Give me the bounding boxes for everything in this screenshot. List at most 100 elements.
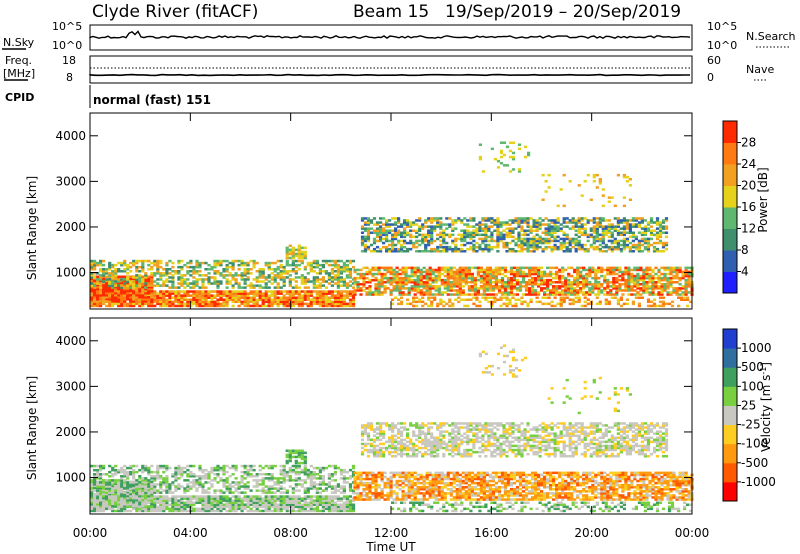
heatmap-cell: [279, 290, 283, 293]
heatmap-cell: [583, 296, 587, 299]
heatmap-cell: [291, 270, 295, 273]
heatmap-cell: [660, 285, 664, 288]
heatmap-cell: [588, 272, 592, 276]
heatmap-cell: [579, 274, 583, 278]
heatmap-cell: [446, 293, 450, 296]
heatmap-cell: [102, 289, 106, 293]
heatmap-cell: [580, 223, 584, 226]
heatmap-cell: [210, 501, 214, 504]
heatmap-cell: [225, 280, 229, 283]
heatmap-cell: [517, 243, 521, 247]
heatmap-cell: [637, 221, 641, 224]
heatmap-cell: [625, 237, 629, 241]
heatmap-cell: [499, 296, 503, 299]
heatmap-cell: [509, 293, 514, 296]
heatmap-cell: [571, 225, 575, 228]
heatmap-cell: [234, 499, 238, 502]
heatmap-cell: [687, 276, 691, 280]
heatmap-cell: [249, 509, 253, 513]
heatmap-cell: [547, 173, 551, 177]
heatmap-cell: [246, 284, 250, 287]
heatmap-cell: [398, 289, 402, 292]
heatmap-cell: [365, 293, 369, 296]
heatmap-cell: [413, 293, 417, 296]
heatmap-cell: [419, 291, 423, 294]
heatmap-cell: [660, 291, 664, 294]
heatmap-cell: [342, 263, 346, 267]
heatmap-cell: [401, 270, 405, 274]
heatmap-cell: [93, 509, 97, 513]
heatmap-cell: [443, 268, 447, 272]
heatmap-cell: [403, 241, 407, 245]
heatmap-cell: [574, 250, 578, 253]
heatmap-cell: [114, 287, 118, 291]
heatmap-cell: [225, 263, 229, 267]
heatmap-cell: [639, 289, 643, 292]
heatmap-cell: [300, 509, 304, 513]
heatmap-cell: [410, 274, 414, 278]
heatmap-cell: [634, 237, 638, 241]
heatmap-cell: [616, 245, 620, 249]
heatmap-cell: [616, 302, 620, 306]
heatmap-cell: [490, 300, 494, 304]
heatmap-cell: [555, 293, 559, 296]
heatmap-cell: [577, 229, 581, 232]
heatmap-cell: [622, 302, 626, 306]
heatmap-cell: [553, 223, 557, 226]
heatmap-cell: [490, 302, 494, 306]
heatmap-cell: [363, 227, 368, 230]
heatmap-cell: [342, 294, 346, 297]
heatmap-cell: [385, 223, 389, 226]
heatmap-cell: [93, 289, 97, 293]
heatmap-cell: [488, 278, 492, 282]
heatmap-cell: [472, 225, 476, 228]
heatmap-cell: [312, 276, 316, 279]
heatmap-cell: [677, 296, 681, 299]
heatmap-cell: [333, 304, 337, 308]
heatmap-cell: [372, 231, 377, 234]
heatmap-cell: [336, 292, 340, 295]
heatmap-cell: [159, 501, 163, 504]
heatmap-cell: [111, 302, 115, 306]
heatmap-cell: [646, 298, 651, 301]
heatmap-cell: [375, 250, 380, 253]
heatmap-cell: [559, 227, 563, 230]
heatmap-cell: [90, 507, 94, 511]
heatmap-cell: [102, 268, 106, 271]
heatmap-cell: [327, 259, 331, 263]
heatmap-cell: [132, 261, 136, 265]
heatmap-cell: [448, 235, 452, 239]
heatmap-cell: [418, 233, 422, 237]
heatmap-cell: [528, 266, 532, 270]
heatmap-cell: [204, 304, 208, 308]
heatmap-cell: [485, 266, 489, 270]
heatmap-cell: [123, 298, 127, 301]
heatmap-cell: [467, 287, 471, 290]
heatmap-cell: [339, 278, 343, 281]
heatmap-cell: [601, 239, 605, 243]
heatmap-cell: [592, 245, 596, 249]
heatmap-cell: [365, 276, 369, 280]
heatmap-cell: [371, 268, 375, 272]
heatmap-cell: [201, 509, 205, 513]
heatmap-cell: [597, 281, 601, 284]
heatmap-cell: [279, 259, 283, 263]
heatmap-cell: [186, 495, 190, 498]
heatmap-cell: [615, 281, 619, 284]
heatmap-cell: [529, 227, 533, 230]
heatmap-cell: [120, 304, 124, 308]
heatmap-cell: [240, 261, 244, 265]
heatmap-cell: [189, 302, 193, 306]
heatmap-cell: [356, 272, 360, 276]
heatmap-cell: [612, 276, 616, 280]
heatmap-cell: [114, 291, 118, 295]
heatmap-cell: [526, 302, 530, 306]
heatmap-cell: [549, 266, 553, 270]
heatmap-cell: [288, 298, 292, 301]
heatmap-cell: [324, 300, 328, 304]
heatmap-cell: [105, 296, 109, 299]
heatmap-cell: [336, 270, 340, 273]
heatmap-cell: [117, 496, 121, 500]
heatmap-cell: [213, 296, 217, 299]
heatmap-cell: [138, 276, 142, 279]
